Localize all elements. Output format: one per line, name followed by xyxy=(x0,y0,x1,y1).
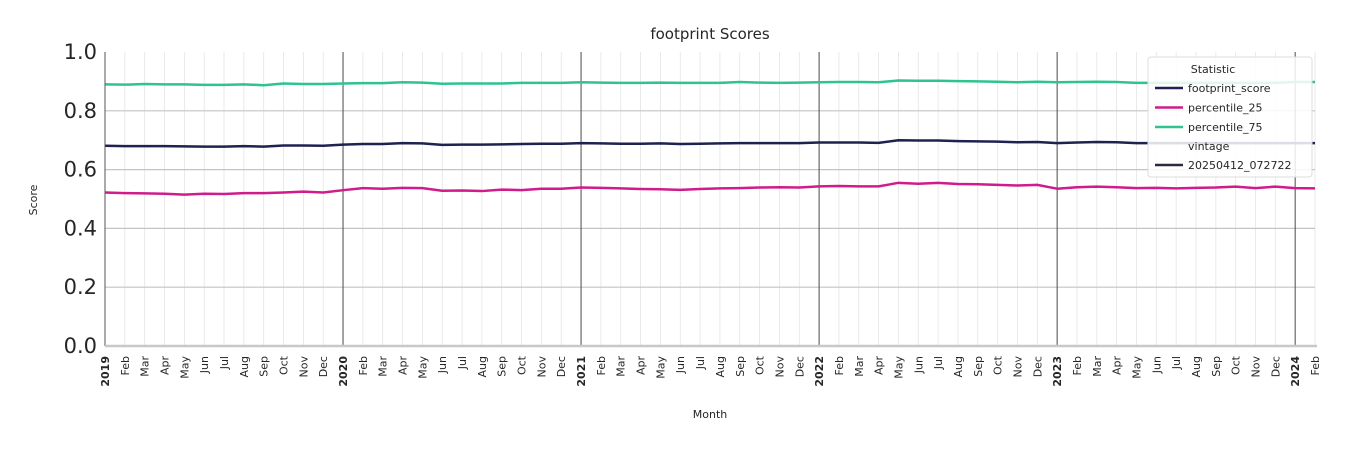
x-tick-label: 2022 xyxy=(813,356,826,387)
x-tick-label: Apr xyxy=(397,356,410,376)
x-tick-label: Jun xyxy=(436,356,449,374)
x-tick-label: Feb xyxy=(595,356,608,375)
x-tick-label: Jul xyxy=(218,356,231,370)
series-line-footprint_score xyxy=(104,138,1315,148)
chart-title: footprint Scores xyxy=(650,25,770,43)
x-tick-label: Jun xyxy=(912,356,925,374)
x-tick-label: Sep xyxy=(496,356,509,377)
x-tick-label: Jun xyxy=(198,356,211,374)
x-tick-label: May xyxy=(178,356,191,379)
y-tick-label: 1.0 xyxy=(64,40,97,64)
series-line-percentile_25 xyxy=(104,181,1316,196)
x-tick-label: Apr xyxy=(1111,356,1124,376)
x-tick-label: Oct xyxy=(278,355,291,375)
x-tick-label: Apr xyxy=(635,356,648,376)
x-tick-label: Feb xyxy=(119,356,132,375)
x-tick-label: Aug xyxy=(238,356,251,377)
series-lines xyxy=(104,79,1316,196)
x-tick-label: Dec xyxy=(1269,356,1282,377)
legend-label: footprint_score xyxy=(1188,82,1271,95)
y-tick-label: 0.6 xyxy=(64,158,97,182)
x-tick-label: Oct xyxy=(516,355,529,375)
x-tick-label: 2023 xyxy=(1051,356,1064,387)
x-tick-label: Nov xyxy=(297,356,310,378)
x-tick-label: Mar xyxy=(377,356,390,377)
legend-vintage-value: 20250412_072722 xyxy=(1188,159,1291,172)
x-tick-label: Jul xyxy=(456,356,469,370)
x-tick-label: Feb xyxy=(1309,356,1322,375)
x-tick-label: Sep xyxy=(734,356,747,377)
legend-box xyxy=(1147,56,1313,178)
x-tick-label: Feb xyxy=(357,356,370,375)
x-tick-label: Dec xyxy=(793,356,806,377)
x-tick-label: Aug xyxy=(952,356,965,377)
x-tick-label: Oct xyxy=(992,355,1005,375)
x-tick-label: Oct xyxy=(754,355,767,375)
x-tick-label: May xyxy=(892,356,905,379)
x-tick-label: Jul xyxy=(1170,356,1183,370)
series-line-percentile_75 xyxy=(104,79,1315,87)
x-tick-label: Apr xyxy=(159,356,172,376)
x-tick-label: Aug xyxy=(1190,356,1203,377)
x-tick-label: Mar xyxy=(853,356,866,377)
x-tick-label: Jul xyxy=(932,356,945,370)
x-tick-label: Mar xyxy=(1091,356,1104,377)
x-tick-label: Sep xyxy=(258,356,271,377)
x-tick-label: Aug xyxy=(476,356,489,377)
x-tick-label: Jun xyxy=(1150,356,1163,374)
x-tick-label: Dec xyxy=(1031,356,1044,377)
legend-vintage-heading: vintage xyxy=(1188,140,1230,153)
x-tick-label: Nov xyxy=(1011,356,1024,378)
x-tick-label: May xyxy=(416,356,429,379)
grid-lines xyxy=(104,52,1316,346)
x-tick-label: Nov xyxy=(535,356,548,378)
y-tick-label: 0.2 xyxy=(64,275,97,299)
x-tick-label: Nov xyxy=(1249,356,1262,378)
y-tick-label: 0.8 xyxy=(64,99,97,123)
x-tick-label: Jul xyxy=(694,356,707,370)
x-axis-label: Month xyxy=(693,408,728,421)
x-tick-label: Apr xyxy=(873,356,886,376)
axes: 0.0 0.2 0.4 0.6 0.8 1.0 2019 Feb Mar Apr May Jun Jul… xyxy=(64,40,1322,387)
x-tick-label: 2024 xyxy=(1289,356,1302,387)
x-tick-label: Aug xyxy=(714,356,727,377)
legend-label: percentile_25 xyxy=(1188,102,1263,115)
x-tick-label: 2019 xyxy=(99,356,112,387)
x-tick-label: Sep xyxy=(972,356,985,377)
y-tick-label: 0.4 xyxy=(64,216,97,240)
x-tick-label: Oct xyxy=(1230,355,1243,375)
y-axis-label: Score xyxy=(27,184,40,215)
x-tick-label: May xyxy=(1130,356,1143,379)
x-tick-label: 2021 xyxy=(575,356,588,387)
x-tick-label: Feb xyxy=(833,356,846,375)
x-tick-label: Dec xyxy=(555,356,568,377)
x-tick-label: Mar xyxy=(615,356,628,377)
x-tick-label: Dec xyxy=(317,356,330,377)
x-tick-label: Nov xyxy=(773,356,786,378)
x-tick-label: Feb xyxy=(1071,356,1084,375)
x-tick-label: May xyxy=(654,356,667,379)
legend-title: Statistic xyxy=(1191,63,1236,76)
x-tick-label: 2020 xyxy=(337,356,350,387)
x-tick-label: Jun xyxy=(674,356,687,374)
x-tick-label: Sep xyxy=(1210,356,1223,377)
legend-label: percentile_75 xyxy=(1188,121,1263,134)
x-tick-label: Mar xyxy=(139,356,152,377)
y-tick-label: 0.0 xyxy=(64,334,97,358)
legend: Statistic footprint_score percentile_25pe… xyxy=(1147,56,1313,178)
